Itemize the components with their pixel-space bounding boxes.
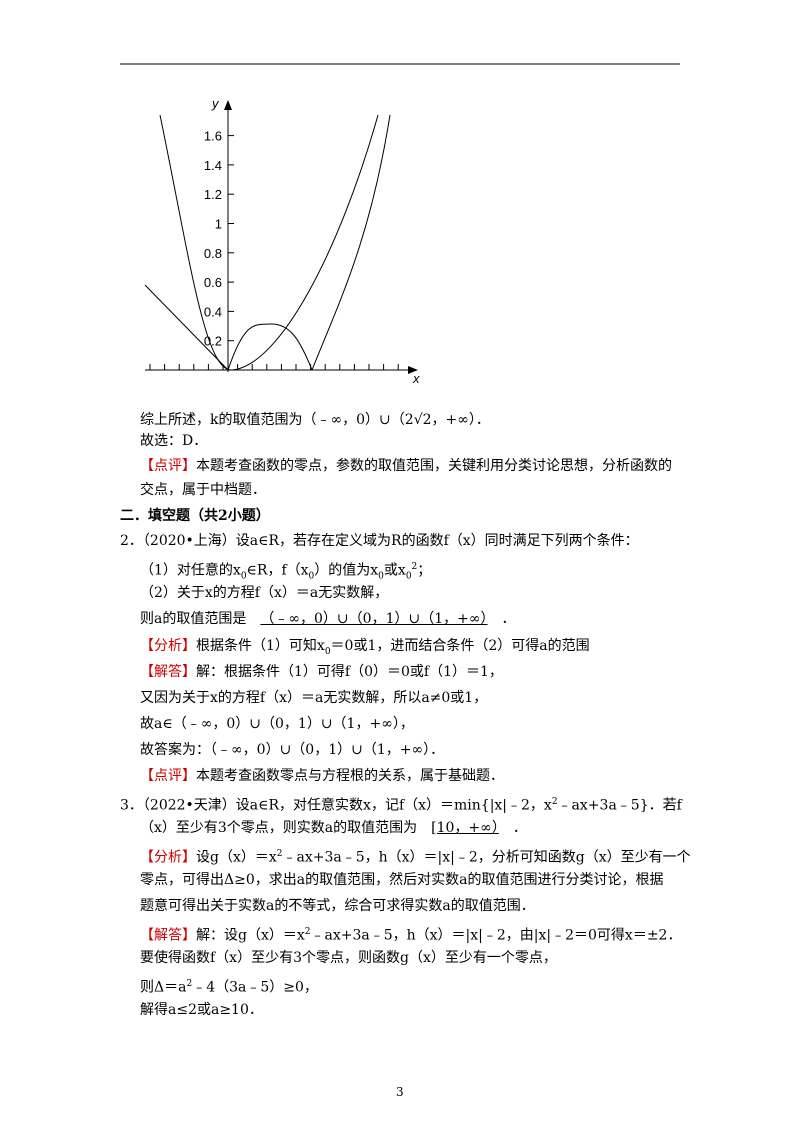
- text: 要使得函数f（x）至少有3个零点，则函数g（x）至少有一个零点，: [140, 950, 557, 966]
- text: 0: [308, 571, 315, 582]
- text: 2: [186, 979, 193, 989]
- text: 0: [378, 571, 384, 582]
- x-arrow: [408, 366, 418, 374]
- curve: [227, 323, 313, 371]
- text: 题意可得出关于实数a的不等式，综合可求得实数a的取值范围．: [140, 898, 535, 914]
- tag: 【点评】: [140, 768, 196, 784]
- tag: 【分析】: [140, 638, 196, 654]
- text: 本题考查函数零点与方程根的关系，属于基础题．: [196, 768, 504, 784]
- text: 3: [396, 1085, 404, 1099]
- text-line: 又因为关于x的方程f（x）＝a无实数解，所以a≠0或1，: [140, 688, 487, 708]
- text: 故a∈（﹣∞，0）∪（0，1）∪（1，+∞），: [140, 716, 414, 732]
- text: 根据条件（1）可知x: [196, 638, 325, 654]
- text: 2: [276, 849, 283, 859]
- text-line: 【点评】本题考查函数零点与方程根的关系，属于基础题．: [140, 766, 504, 786]
- curve: [311, 114, 391, 371]
- text: 2: [551, 797, 558, 807]
- text-line: 【分析】设g（x）＝x2﹣ax+3a﹣5，h（x）＝|x|﹣2，分析可知函数g（…: [140, 844, 691, 868]
- text-line: （x）至少有3个零点，则实数a的取值范围为 [10，+∞） ．: [140, 818, 527, 838]
- text: 又因为关于x的方程f（x）＝a无实数解，所以a≠0或1，: [140, 690, 488, 706]
- text: ﹣ax+3a﹣5，h（x）＝|x|﹣2，由|x|﹣2＝0可得x＝±2．: [310, 927, 682, 944]
- graph: x y 0.2 0.4 0.6 0.8 1 1.2 1.4 1.6: [144, 96, 420, 386]
- text: 本题考查函数的零点，参数的取值范围，关键利用分类讨论思想，分析函数的: [196, 458, 672, 474]
- y-tick-label: 1.6: [204, 129, 222, 144]
- text: ﹣ax+3a﹣5，h（x）＝|x|﹣2，分析可知函数g（x）至少有一个: [282, 849, 691, 866]
- y-tick-label: 1: [215, 217, 222, 232]
- figure: x y 0.2 0.4 0.6 0.8 1 1.2 1.4 1.6: [120, 63, 680, 386]
- tag: 【解答】: [140, 927, 196, 944]
- text-line: 【解答】解：根据条件（1）可得f（0）＝0或f（1）＝1，: [140, 662, 503, 682]
- text: ﹣4（3a﹣5）≥0，: [192, 979, 318, 996]
- answer: （﹣∞，0）∪（0，1）∪（1，+∞）: [260, 611, 488, 627]
- x-axis-label: x: [412, 371, 420, 386]
- text: （x）至少有3个零点，则实数a的取值范围为: [140, 820, 418, 836]
- text: ＝0或1，进而结合条件（2）可得a的范围: [330, 638, 590, 654]
- text: 2．（2020•上海）设a∈R，若存在定义域为R的函数f（x）同时满足下列两个条…: [120, 533, 639, 549]
- text: 0: [240, 571, 247, 582]
- text-line: 要使得函数f（x）至少有3个零点，则函数g（x）至少有一个零点，: [140, 948, 557, 968]
- y-tick-label: 0.4: [204, 304, 222, 319]
- curve: [144, 284, 229, 371]
- text: 解：根据条件（1）可得f（0）＝0或f（1）＝1，: [196, 664, 503, 680]
- y-arrow: [224, 100, 232, 110]
- text-line: （1）对任意的x0∈R，f（x0）的值为x0或x02；: [140, 557, 431, 586]
- text: 3．（2022•天津）设a∈R，对任意实数x，记f（x）＝min{|x|﹣2，x: [120, 797, 552, 814]
- text: 则Δ＝a: [140, 979, 187, 996]
- text: 0: [405, 571, 412, 582]
- text-line: （2）关于x的方程f（x）＝a无实数解，: [140, 583, 388, 603]
- text-line: 2．（2020•上海）设a∈R，若存在定义域为R的函数f（x）同时满足下列两个条…: [120, 531, 639, 551]
- text: 零点，可得出Δ≥0，求出a的取值范围，然后对实数a的取值范围进行分类讨论，根据: [140, 872, 664, 888]
- tag: 【分析】: [140, 849, 196, 866]
- tag: 【点评】: [140, 458, 196, 474]
- text: 交点，属于中档题．: [140, 482, 266, 498]
- text-line: 题意可得出关于实数a的不等式，综合可求得实数a的取值范围．: [140, 896, 535, 916]
- text-line: 【分析】根据条件（1）可知x0＝0或1，进而结合条件（2）可得a的范围: [140, 636, 590, 662]
- text: ．: [512, 820, 527, 836]
- text: ．: [501, 611, 516, 627]
- text-line: 综上所述，k的取值范围为（﹣∞，0）∪（2√2，+∞）．: [140, 410, 490, 430]
- text-line: 【解答】解：设g（x）＝x2﹣ax+3a﹣5，h（x）＝|x|﹣2，由|x|﹣2…: [140, 922, 681, 946]
- y-axis-label: y: [211, 96, 220, 111]
- text: 二．填空题（共2小题）: [120, 508, 270, 524]
- tag: 【解答】: [140, 664, 196, 680]
- curve: [159, 114, 379, 371]
- y-tick-label: 0.2: [204, 334, 222, 349]
- text: ∈R，f（x: [246, 562, 309, 579]
- text: 2: [411, 562, 418, 572]
- text-line: 故答案为：（﹣∞，0）∪（0，1）∪（1，+∞）．: [140, 740, 444, 760]
- text-line: 零点，可得出Δ≥0，求出a的取值范围，然后对实数a的取值范围进行分类讨论，根据: [140, 870, 663, 890]
- text-line: 解得a≤2或a≥10．: [140, 1000, 263, 1020]
- text: 解：设g（x）＝x: [196, 927, 305, 944]
- y-tick-label: 0.6: [204, 275, 222, 290]
- text-line: 则Δ＝a2﹣4（3a﹣5）≥0，: [140, 974, 318, 998]
- y-tick-label: 1.4: [204, 158, 222, 173]
- text: ；: [417, 562, 432, 579]
- text: 综上所述，k的取值范围为（﹣∞，0）∪（2√2，+∞）．: [140, 412, 490, 428]
- text: 0: [324, 646, 331, 657]
- text: 故答案为：（﹣∞，0）∪（0，1）∪（1，+∞）．: [140, 742, 445, 758]
- y-tick-label: 0.8: [204, 246, 222, 261]
- page-number: 3: [396, 1082, 404, 1102]
- text: （1）对任意的x: [140, 562, 241, 579]
- text: 或x: [383, 562, 406, 579]
- text: 设g（x）＝x: [196, 849, 277, 866]
- text: ﹣ax+3a﹣5}．若f: [557, 797, 682, 814]
- text: （2）关于x的方程f（x）＝a无实数解，: [140, 585, 389, 601]
- text-line: 故选：D．: [140, 431, 207, 451]
- text: 故选：D．: [140, 433, 208, 449]
- answer: [10，+∞）: [431, 820, 499, 836]
- text-line: 则a的取值范围是 （﹣∞，0）∪（0，1）∪（1，+∞） ．: [140, 609, 516, 629]
- text-line: 故a∈（﹣∞，0）∪（0，1）∪（1，+∞），: [140, 714, 414, 734]
- text: 则a的取值范围是: [140, 611, 247, 627]
- section-heading: 二．填空题（共2小题）: [120, 506, 270, 526]
- text: ）的值为x: [314, 562, 379, 579]
- text-line: 【点评】本题考查函数的零点，参数的取值范围，关键利用分类讨论思想，分析函数的: [140, 456, 672, 476]
- text: 2: [304, 927, 311, 937]
- text-line: 3．（2022•天津）设a∈R，对任意实数x，记f（x）＝min{|x|﹣2，x…: [120, 792, 682, 816]
- y-tick-label: 1.2: [204, 187, 222, 202]
- text-line: 交点，属于中档题．: [140, 480, 266, 500]
- text: 解得a≤2或a≥10．: [140, 1002, 263, 1018]
